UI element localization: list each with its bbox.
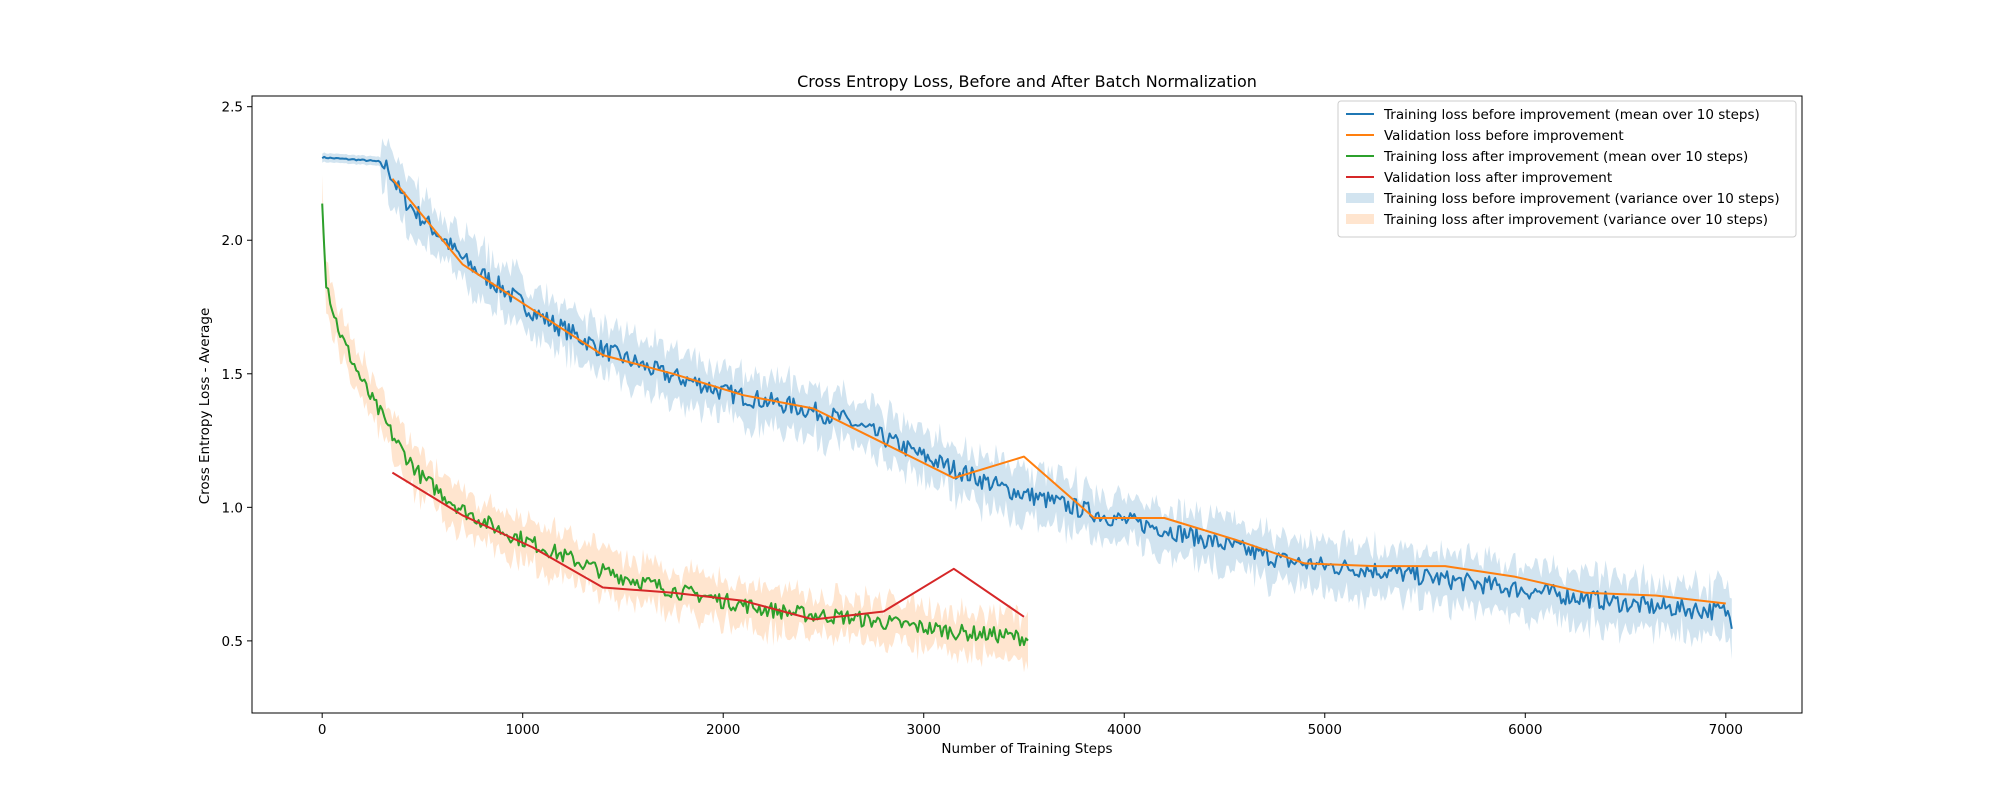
- x-tick-label: 1000: [506, 722, 540, 738]
- plot-frame: [251, 95, 1803, 714]
- x-tick-label: 7000: [1709, 722, 1743, 738]
- chart-title: Cross Entropy Loss, Before and After Bat…: [797, 72, 1257, 91]
- variance-band-4: [322, 138, 1732, 660]
- legend-box: [1337, 100, 1797, 238]
- series-line-1: [391, 178, 1726, 605]
- legend-label: Training loss after improvement (mean ov…: [1383, 149, 1748, 165]
- y-axis-ticks: 0.5 1.0 1.5 2.0 2.5: [222, 100, 252, 650]
- x-tick-label: 2000: [706, 722, 740, 738]
- variance-band-5: [322, 175, 1028, 673]
- x-tick-label: 0: [318, 722, 327, 738]
- variance-bands: [322, 138, 1732, 673]
- y-axis-label: Cross Entropy Loss - Average: [197, 308, 213, 505]
- x-tick-label: 6000: [1508, 722, 1542, 738]
- series-line-3: [391, 471, 1025, 621]
- y-tick-label: 2.0: [222, 233, 243, 249]
- series-lines: [321, 155, 1733, 647]
- series-line-0: [321, 155, 1733, 629]
- y-tick-label: 2.5: [222, 100, 243, 116]
- series-line-2: [321, 203, 1029, 647]
- y-tick-label: 0.5: [222, 634, 243, 650]
- legend-label: Training loss before improvement (mean o…: [1383, 107, 1760, 123]
- x-axis-label: Number of Training Steps: [941, 741, 1112, 757]
- legend-label: Validation loss before improvement: [1384, 128, 1624, 144]
- x-tick-label: 5000: [1308, 722, 1342, 738]
- legend: Training loss before improvement (mean o…: [1337, 100, 1797, 238]
- legend-swatch: [1346, 193, 1374, 203]
- y-tick-label: 1.5: [222, 367, 243, 383]
- legend-label: Training loss after improvement (varianc…: [1383, 212, 1768, 228]
- x-axis-ticks: 0 1000 2000 3000 4000 5000 6000 7000: [318, 713, 1743, 738]
- legend-label: Training loss before improvement (varian…: [1383, 191, 1780, 207]
- x-tick-label: 3000: [907, 722, 941, 738]
- y-tick-label: 1.0: [222, 500, 243, 516]
- legend-label: Validation loss after improvement: [1384, 170, 1612, 186]
- x-tick-label: 4000: [1107, 722, 1141, 738]
- legend-swatch: [1346, 214, 1374, 224]
